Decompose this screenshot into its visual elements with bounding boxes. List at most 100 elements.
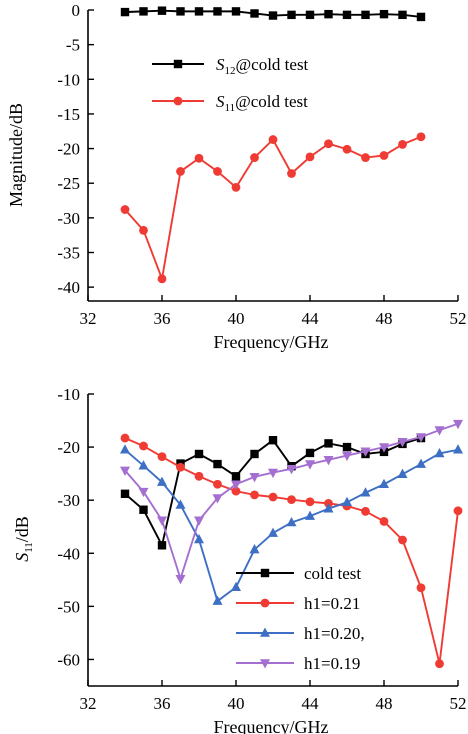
data-point xyxy=(138,460,149,470)
legend-label-sub: 12 xyxy=(225,65,236,77)
data-point xyxy=(397,468,408,478)
data-point xyxy=(435,659,444,669)
series-0 xyxy=(120,6,426,22)
data-point xyxy=(194,449,204,459)
data-point xyxy=(250,153,259,162)
data-point xyxy=(268,135,278,144)
legend-label: S12@cold test xyxy=(216,55,309,77)
data-point xyxy=(287,10,296,20)
y-axis-title-group: S11/dB xyxy=(12,516,35,562)
y-tick-label: -20 xyxy=(57,140,80,159)
legend-marker xyxy=(173,96,183,106)
data-point xyxy=(120,466,130,476)
y-tick-label: -30 xyxy=(57,209,80,228)
data-point xyxy=(176,462,185,472)
data-point xyxy=(268,527,278,537)
y-tick-label: -35 xyxy=(57,244,80,263)
data-point xyxy=(139,505,148,514)
series-2 xyxy=(120,444,463,605)
chart-s-parameters-cold-test: 32 36 40 44 48 52 0 -5 -10 -15 -20 -25 -30 -35 -40 Freq… xyxy=(6,1,467,352)
data-point xyxy=(213,167,222,176)
y-axis-title: S11/dB xyxy=(12,516,35,562)
y-tick-label: -10 xyxy=(57,385,80,404)
data-point xyxy=(194,516,204,526)
data-point xyxy=(231,182,241,192)
legend-marker xyxy=(260,659,270,669)
data-point xyxy=(212,494,223,504)
data-point xyxy=(286,465,297,475)
data-point xyxy=(249,544,260,554)
x-axis-title: Frequency/GHz xyxy=(214,717,329,734)
data-point xyxy=(120,444,130,454)
data-point xyxy=(361,10,370,20)
y-axis-title: Magnitude/dB xyxy=(6,103,26,207)
data-point xyxy=(213,479,222,489)
data-point xyxy=(157,476,167,486)
x-tick-label: 44 xyxy=(302,694,320,713)
y-tick-label: -40 xyxy=(57,278,80,297)
legend-label-sub: 11 xyxy=(225,102,236,114)
x-tick-label: 48 xyxy=(376,694,393,713)
data-point xyxy=(453,444,463,454)
data-point xyxy=(138,487,149,498)
x-tick-label: 32 xyxy=(80,694,97,713)
data-point xyxy=(305,448,315,458)
y-tick-label: -40 xyxy=(57,544,80,563)
y-tick-label: -60 xyxy=(57,650,80,669)
data-point xyxy=(305,460,315,470)
legend-label-main: S xyxy=(216,92,225,111)
data-point xyxy=(361,506,370,516)
data-point xyxy=(120,489,130,499)
series-3 xyxy=(120,419,463,585)
legend-label: cold test xyxy=(304,564,361,583)
y-tick-label: -5 xyxy=(66,36,80,55)
x-tick-label: 52 xyxy=(450,309,467,328)
data-point xyxy=(379,151,389,160)
data-point xyxy=(194,533,204,544)
x-tick-label: 40 xyxy=(228,694,245,713)
y-tick-label: -25 xyxy=(57,174,80,193)
data-point xyxy=(139,7,148,16)
x-tick-label: 32 xyxy=(80,309,97,328)
y-tick-label: -50 xyxy=(57,597,80,616)
data-point xyxy=(416,132,426,142)
data-point xyxy=(379,443,389,453)
data-point xyxy=(453,506,463,516)
y-tick-label: -30 xyxy=(57,491,80,510)
data-point xyxy=(139,441,148,451)
data-point xyxy=(416,458,426,468)
legend-label-rest: @cold test xyxy=(235,92,308,111)
y-tick-label: -15 xyxy=(57,105,80,124)
data-point xyxy=(157,452,167,462)
data-point xyxy=(231,480,241,490)
data-point xyxy=(157,274,167,284)
y-axis-title-rest: /dB xyxy=(12,516,32,542)
legend-label: h1=0.19 xyxy=(304,654,360,673)
data-point xyxy=(434,447,445,458)
legend-label-main: S xyxy=(216,55,225,74)
data-point xyxy=(416,433,426,443)
series-1 xyxy=(120,433,463,669)
data-point xyxy=(268,11,278,20)
data-point xyxy=(194,153,204,163)
x-tick-label: 48 xyxy=(376,309,393,328)
data-point xyxy=(176,167,185,176)
data-point xyxy=(231,581,241,592)
data-point xyxy=(323,456,334,466)
data-point xyxy=(398,140,407,149)
data-point xyxy=(157,6,167,15)
y-axis-title-main: S xyxy=(12,553,32,562)
legend-marker xyxy=(260,627,270,637)
legend-marker xyxy=(173,59,183,69)
data-point xyxy=(231,486,241,496)
data-point xyxy=(249,473,260,483)
x-tick-label: 52 xyxy=(450,694,467,713)
data-point xyxy=(305,497,315,507)
data-point xyxy=(398,10,407,20)
data-point xyxy=(194,7,204,16)
data-point xyxy=(342,144,352,154)
y-tick-label: -20 xyxy=(57,438,80,457)
data-point xyxy=(287,495,296,505)
